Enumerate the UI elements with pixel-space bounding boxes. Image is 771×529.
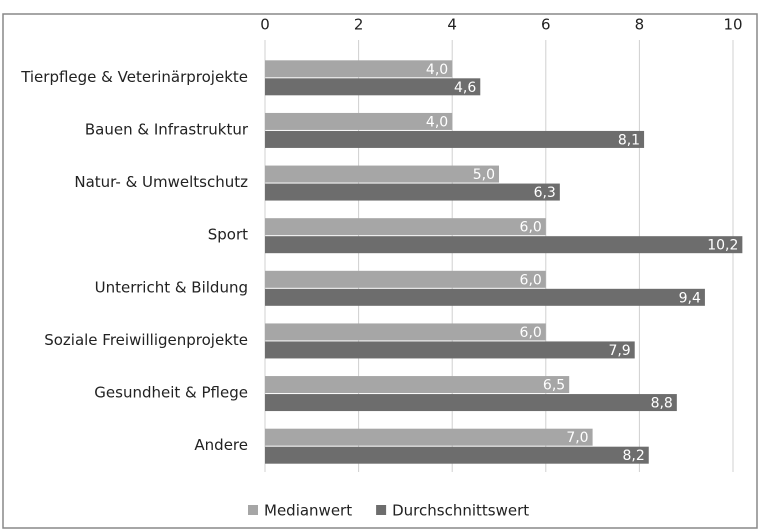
bar <box>265 376 570 394</box>
x-tick-label: 8 <box>635 16 645 34</box>
x-tick-label: 6 <box>541 16 551 34</box>
value-label: 7,0 <box>566 430 588 446</box>
value-label: 8,8 <box>651 396 673 412</box>
bar <box>265 112 453 130</box>
bar <box>265 78 481 96</box>
bar <box>265 183 560 201</box>
legend-label: Durchschnittswert <box>392 502 529 520</box>
bar <box>265 218 546 236</box>
y-tick-label: Unterricht & Bildung <box>95 278 248 296</box>
legend-label: Medianwert <box>264 502 352 520</box>
bar <box>265 288 705 306</box>
value-label: 7,9 <box>608 343 630 359</box>
value-label: 4,0 <box>426 114 448 130</box>
x-tick-label: 2 <box>354 16 364 34</box>
value-label: 5,0 <box>473 167 495 183</box>
bar <box>265 341 635 359</box>
value-label: 6,5 <box>543 378 565 394</box>
value-label: 4,6 <box>454 80 476 96</box>
bar <box>265 270 546 288</box>
bar <box>265 428 593 446</box>
y-tick-label: Natur- & Umweltschutz <box>74 173 248 191</box>
bar <box>265 394 677 412</box>
y-tick-label: Tierpflege & Veterinärprojekte <box>20 68 248 86</box>
value-label: 9,4 <box>679 290 701 306</box>
chart-frame <box>2 13 758 529</box>
y-tick-label: Gesundheit & Pflege <box>94 384 248 402</box>
bar <box>265 323 546 341</box>
bar <box>265 60 453 78</box>
y-tick-label: Soziale Freiwilligenprojekte <box>44 331 248 349</box>
x-tick-label: 10 <box>723 16 742 34</box>
y-tick-label: Andere <box>194 436 248 454</box>
legend-swatch <box>376 505 387 515</box>
y-tick-label: Bauen & Infrastruktur <box>85 120 249 138</box>
value-label: 8,2 <box>622 448 644 464</box>
y-tick-label: Sport <box>208 226 248 244</box>
value-label: 6,0 <box>520 272 542 288</box>
bar <box>265 130 645 148</box>
value-label: 6,0 <box>520 325 542 341</box>
legend-swatch <box>248 505 258 515</box>
x-tick-label: 4 <box>447 16 457 34</box>
value-label: 4,0 <box>426 62 448 78</box>
value-label: 6,0 <box>520 220 542 236</box>
x-tick-label: 0 <box>260 16 270 34</box>
value-label: 6,3 <box>534 185 556 201</box>
bar <box>265 236 743 254</box>
bar <box>265 165 499 183</box>
value-label: 10,2 <box>707 238 738 254</box>
bar <box>265 446 649 464</box>
value-label: 8,1 <box>618 132 640 148</box>
